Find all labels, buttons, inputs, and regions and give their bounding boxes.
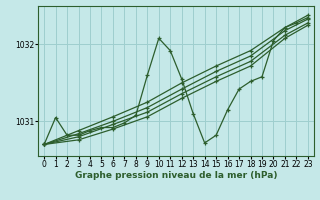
X-axis label: Graphe pression niveau de la mer (hPa): Graphe pression niveau de la mer (hPa) [75,171,277,180]
